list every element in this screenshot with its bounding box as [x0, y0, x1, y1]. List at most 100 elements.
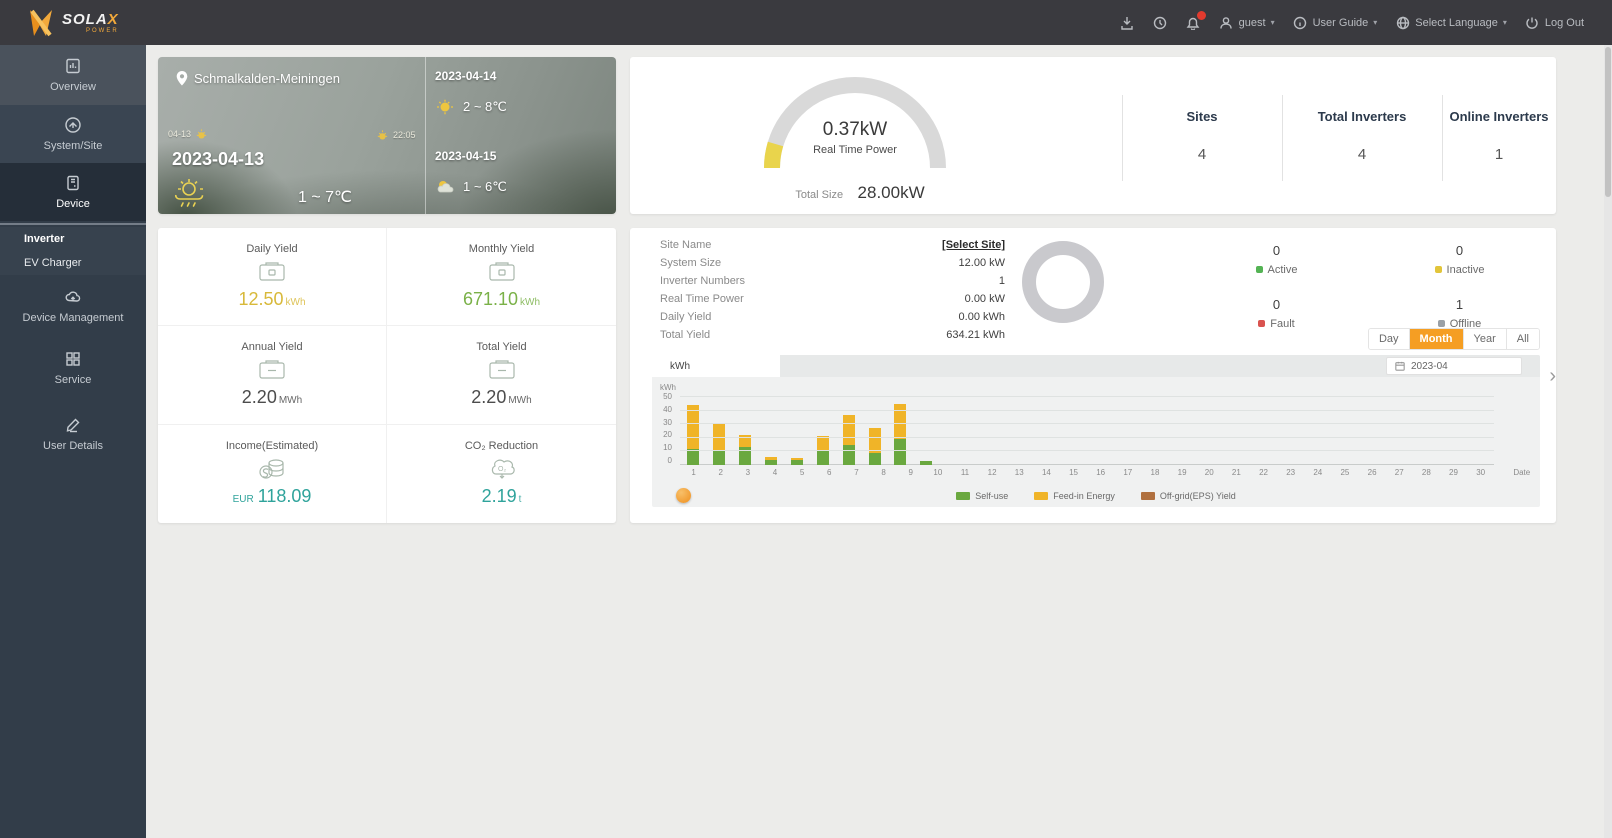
chart-date-value: 2023-04	[1411, 360, 1448, 372]
bar-day-3	[732, 397, 758, 465]
yield-unit: kWh	[520, 297, 541, 309]
yield-unit: MWh	[278, 395, 303, 407]
chevron-down-icon: ▾	[1270, 18, 1275, 27]
x-tick: 1	[691, 468, 696, 477]
yield-cell-total: Total Yield 2.20 MWh	[387, 326, 616, 425]
pencil-icon	[66, 418, 80, 433]
status-active: 0 Active	[1185, 232, 1368, 286]
language-menu[interactable]: Select Language ▾	[1395, 15, 1507, 30]
yield-unit: MWh	[508, 395, 532, 407]
gridline	[680, 450, 1494, 452]
stat-label: Total Inverters	[1317, 108, 1407, 124]
range-button-all[interactable]: All	[1506, 329, 1539, 349]
sun-icon	[196, 129, 207, 139]
scrollbar-track[interactable]	[1604, 45, 1612, 838]
chart-date-picker[interactable]: 2023-04	[1386, 357, 1522, 375]
bar-day-20	[1173, 397, 1199, 465]
stat-divider	[1282, 95, 1283, 181]
site-row: Total Yield 634.21 kWh	[660, 326, 1005, 344]
overview-icon	[66, 58, 80, 74]
globe-icon	[1395, 15, 1410, 30]
sidebar-item-user-details[interactable]: User Details	[0, 399, 146, 469]
site-overview-card: Site Name [Select Site] System Size 12.00 …	[630, 228, 1556, 523]
bar-day-17	[1095, 397, 1121, 465]
solax-logo: SOLAX POWER	[0, 8, 146, 38]
yield-label: Total Yield	[476, 341, 527, 354]
chart-unit-tab[interactable]: kWh	[652, 355, 780, 377]
x-tick: 6	[827, 468, 832, 477]
user-menu[interactable]: guest ▾	[1219, 15, 1275, 30]
logout-button[interactable]: Log Out	[1525, 15, 1584, 30]
status-inactive: 0 Inactive	[1368, 232, 1551, 286]
row-label: System Size	[660, 257, 722, 269]
select-site-link[interactable]: [Select Site]	[942, 239, 1005, 251]
sidebar-divider	[0, 223, 146, 225]
x-tick: 19	[1177, 468, 1187, 477]
x-tick: 29	[1449, 468, 1458, 477]
battery-yield-icon	[487, 260, 517, 284]
bar-day-1	[680, 397, 706, 465]
range-button-month[interactable]: Month	[1409, 329, 1464, 349]
bar-day-28	[1380, 397, 1406, 465]
help-button[interactable]	[676, 488, 691, 503]
row-label: Total Yield	[660, 329, 711, 341]
battery-yield-icon	[487, 358, 517, 382]
sidebar-item-system-site[interactable]: System/Site	[0, 105, 146, 163]
top-navbar: SOLAX POWER guest ▾ User Guide ▾	[0, 0, 1612, 45]
x-tick: 8	[881, 468, 886, 477]
stat-total-inverters: Total Inverters 4	[1282, 57, 1442, 214]
x-tick: 5	[799, 468, 805, 477]
chevron-down-icon: ▾	[1502, 18, 1507, 27]
sidebar-item-overview[interactable]: Overview	[0, 45, 146, 105]
x-tick: 24	[1313, 468, 1323, 477]
yield-cell-annual: Annual Yield 2.20 MWh	[158, 326, 387, 425]
logo-text: SOLAX	[62, 10, 119, 28]
cloud-icon	[65, 291, 81, 302]
co2-icon: O₂	[487, 457, 517, 481]
site-row: Inverter Numbers 1	[660, 272, 1005, 290]
status-label: Active	[1267, 263, 1298, 276]
sidebar-item-device[interactable]: Device	[0, 163, 146, 221]
y-axis-labels: 50 40 30 20 10 0	[652, 393, 676, 465]
bar-day-26	[1328, 397, 1354, 465]
legend-off-grid: Off-grid(EPS) Yield	[1140, 491, 1236, 501]
yield-unit: t	[518, 494, 522, 506]
range-button-year[interactable]: Year	[1463, 329, 1507, 349]
yield-cell-monthly: Monthly Yield 671.10 kWh	[387, 228, 616, 327]
sidebar-subitem-inverter[interactable]: Inverter	[0, 227, 146, 251]
yield-value: 2.20	[471, 387, 507, 408]
bar-day-16	[1069, 397, 1095, 465]
download-icon[interactable]	[1120, 15, 1135, 30]
site-row: Site Name [Select Site]	[660, 236, 1005, 254]
scrollbar-thumb[interactable]	[1605, 47, 1611, 197]
status-label: Inactive	[1446, 263, 1485, 276]
y-tick: 20	[663, 430, 672, 440]
user-guide-menu[interactable]: User Guide ▾	[1293, 15, 1378, 30]
x-tick: 25	[1340, 468, 1350, 477]
sun-cloud-icon	[437, 181, 454, 193]
x-tick: 22	[1259, 468, 1268, 477]
sidebar-subitem-ev-charger[interactable]: EV Charger	[0, 251, 146, 275]
notification-badge	[1196, 11, 1206, 20]
range-button-day[interactable]: Day	[1368, 329, 1410, 349]
status-grid: 0 Active 0 Inactive 0 Fault 1 Offline	[1185, 232, 1551, 340]
sidebar-item-device-management[interactable]: Device Management	[0, 275, 146, 337]
row-label: Site Name	[660, 239, 712, 251]
status-value: 0	[1272, 296, 1281, 312]
x-tick: 21	[1231, 468, 1241, 477]
forecast-row: 2 ~ 8℃	[435, 99, 507, 115]
weather-small-left: 04-13	[168, 127, 208, 140]
next-site-arrow[interactable]: ›	[1549, 365, 1556, 387]
alarm-icon[interactable]	[1153, 15, 1168, 30]
site-info-rows: Site Name [Select Site] System Size 12.00 …	[660, 236, 1005, 344]
sidebar-item-service[interactable]: Service	[0, 337, 146, 399]
yield-cell-daily: Daily Yield 12.50 kWh	[158, 228, 387, 327]
x-tick: 20	[1204, 468, 1214, 477]
bar-day-11	[939, 397, 965, 465]
notification-icon[interactable]	[1186, 11, 1206, 30]
sidebar-item-label: Device	[56, 198, 90, 210]
yield-value: 2.19	[481, 486, 517, 507]
x-tick: 10	[933, 468, 943, 477]
legend-swatch	[956, 492, 971, 500]
chevron-down-icon: ▾	[1373, 18, 1378, 27]
